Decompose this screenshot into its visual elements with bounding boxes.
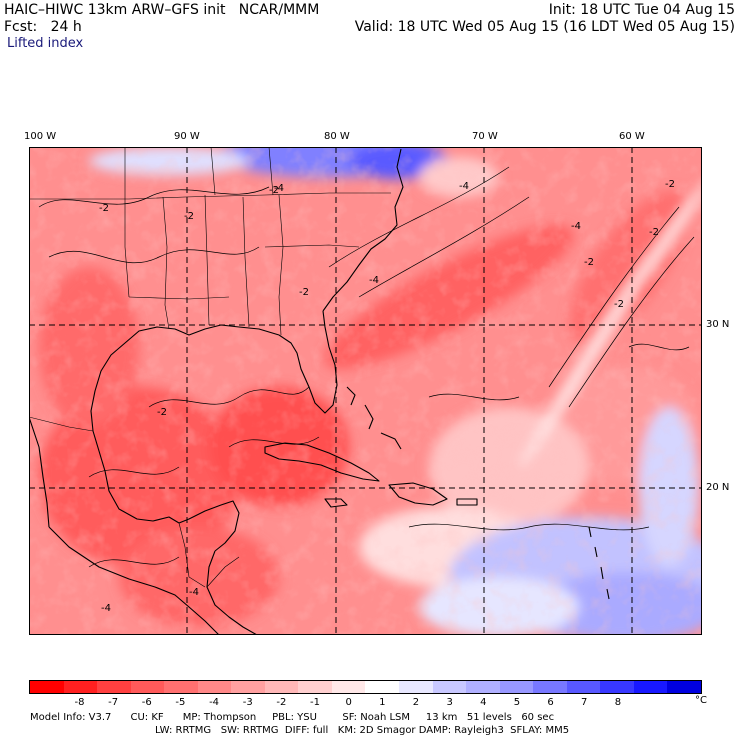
colorbar-swatch bbox=[231, 681, 265, 693]
colorbar-swatch bbox=[97, 681, 131, 693]
contour-label: -2 bbox=[649, 227, 659, 238]
colorbar-swatch bbox=[566, 681, 601, 693]
colorbar-swatch bbox=[197, 681, 232, 693]
lon-label-60w: 60 W bbox=[619, 131, 645, 142]
colorbar-swatch bbox=[633, 681, 668, 693]
colorbar-tick-label: -1 bbox=[310, 697, 321, 708]
colorbar-swatch bbox=[466, 681, 500, 693]
model-title: HAIC–HIWC 13km ARW–GFS init NCAR/MMM bbox=[4, 2, 320, 18]
colorbar-tick-label: 0 bbox=[345, 697, 352, 708]
valid-time: Valid: 18 UTC Wed 05 Aug 15 (16 LDT Wed … bbox=[354, 19, 735, 35]
colorbar-tick-label: -8 bbox=[74, 697, 85, 708]
field-name: Lifted index bbox=[7, 36, 84, 51]
contour-label: -2 bbox=[584, 257, 594, 268]
colorbar-swatch bbox=[164, 681, 198, 693]
colorbar-swatch bbox=[264, 681, 299, 693]
lon-label-90w: 90 W bbox=[174, 131, 200, 142]
colorbar-swatch bbox=[600, 681, 634, 693]
init-time: Init: 18 UTC Tue 04 Aug 15 bbox=[548, 2, 735, 18]
contour-label: -2 bbox=[157, 407, 167, 418]
contour-label: -4 bbox=[369, 275, 379, 286]
contour-label: -2 bbox=[614, 299, 624, 310]
colorbar-tick-label: -2 bbox=[276, 697, 287, 708]
colorbar-swatch bbox=[63, 681, 98, 693]
colorbar-swatch bbox=[331, 681, 366, 693]
colorbar bbox=[29, 680, 702, 694]
contour-label: -4 bbox=[101, 603, 111, 614]
colorbar-tick-label: 1 bbox=[379, 697, 386, 708]
model-info-line2: LW: RRTMG SW: RRTMG DIFF: full KM: 2D Sm… bbox=[155, 725, 570, 736]
contour-label: -2 bbox=[99, 203, 109, 214]
colorbar-swatch bbox=[298, 681, 332, 693]
colorbar-tick-label: -4 bbox=[209, 697, 220, 708]
colorbar-swatch bbox=[130, 681, 165, 693]
contour-label: -4 bbox=[571, 221, 581, 232]
colorbar-swatch bbox=[365, 681, 400, 693]
colorbar-tick-label: 5 bbox=[513, 697, 521, 708]
colorbar-tick-label: 4 bbox=[480, 697, 487, 708]
model-info-line1: Model Info: V3.7 CU: KF MP: Thompson PBL… bbox=[30, 712, 555, 723]
colorbar-unit: °C bbox=[695, 695, 707, 706]
colorbar-swatch bbox=[499, 681, 534, 693]
lon-label-80w: 80 W bbox=[324, 131, 350, 142]
colorbar-tick-label: -5 bbox=[175, 697, 186, 708]
colorbar-tick-label: 2 bbox=[412, 697, 420, 708]
colorbar-tick-label: 6 bbox=[547, 697, 554, 708]
colorbar-tick-label: 7 bbox=[581, 697, 588, 708]
contour-label: -2 bbox=[665, 179, 675, 190]
colorbar-swatch bbox=[667, 681, 701, 693]
contour-label: -2 bbox=[299, 287, 309, 298]
colorbar-tick-label: 8 bbox=[614, 697, 622, 708]
forecast-hour: Fcst: 24 h bbox=[4, 19, 82, 35]
colorbar-tick-label: -7 bbox=[108, 697, 119, 708]
contour-label: -4 bbox=[274, 183, 284, 194]
colorbar-tick-label: 3 bbox=[446, 697, 453, 708]
colorbar-tick-label: -3 bbox=[242, 697, 253, 708]
colorbar-tick-label: -6 bbox=[141, 697, 152, 708]
lon-label-70w: 70 W bbox=[472, 131, 498, 142]
lat-label-20n: 20 N bbox=[706, 482, 730, 493]
colorbar-swatch bbox=[432, 681, 467, 693]
colorbar-swatch bbox=[533, 681, 567, 693]
contour-label: -2 bbox=[184, 211, 194, 222]
lifted-index-map: -2 -4 -2 -2 -2 -4 -2 -2 -2 -4 -4 -2 -2 -… bbox=[29, 147, 702, 635]
colorbar-swatch bbox=[30, 681, 64, 693]
contour-label: -4 bbox=[189, 587, 199, 598]
lon-label-100w: 100 W bbox=[24, 131, 57, 142]
contour-label: -2 bbox=[269, 185, 279, 196]
lat-label-30n: 30 N bbox=[706, 319, 730, 330]
colorbar-swatch bbox=[399, 681, 433, 693]
contour-label: -4 bbox=[459, 181, 469, 192]
